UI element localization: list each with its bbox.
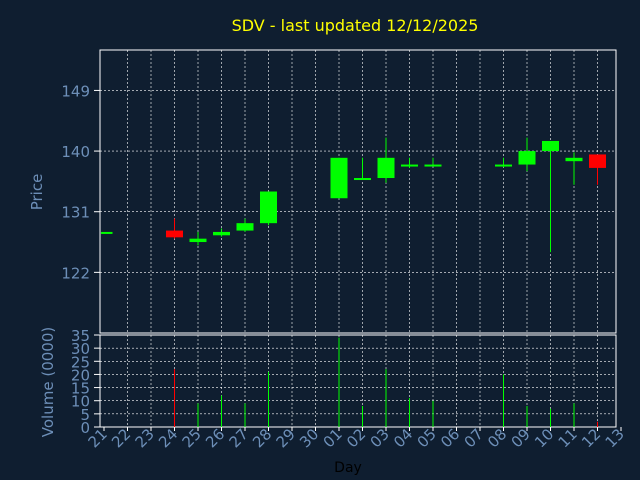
candle-body xyxy=(236,223,254,231)
volume-tick-label: 35 xyxy=(71,327,90,345)
x-axis-label: Day xyxy=(334,460,362,476)
volume-tick-label: 15 xyxy=(71,380,90,398)
price-tick-label: 149 xyxy=(61,82,90,100)
volume-tick-label: 0 xyxy=(80,419,90,437)
volume-tick-label: 30 xyxy=(71,340,90,358)
candle xyxy=(424,157,442,167)
candle-body xyxy=(166,230,183,238)
candle xyxy=(260,191,277,226)
price-tick-label: 140 xyxy=(61,143,90,161)
candle xyxy=(189,231,207,246)
candle-body xyxy=(101,231,113,234)
candle xyxy=(377,137,395,183)
candle-body xyxy=(260,191,277,224)
volume-panel-border xyxy=(99,334,617,428)
candle-body xyxy=(518,151,536,165)
candle-body xyxy=(189,238,207,243)
candle xyxy=(213,228,230,237)
price-axis-label: Price xyxy=(28,174,46,211)
candle-body xyxy=(401,164,418,167)
candle-body xyxy=(589,154,606,168)
candle-body xyxy=(213,231,230,236)
price-y-tick-labels: 122 131 140 149 xyxy=(61,82,100,282)
candle-body xyxy=(424,164,442,167)
candle-body xyxy=(330,157,348,199)
candle-body xyxy=(495,164,512,167)
price-tick-label: 122 xyxy=(61,264,90,282)
candle xyxy=(354,157,371,181)
candle xyxy=(101,231,113,234)
candle xyxy=(401,157,418,168)
chart-title: SDV - last updated 12/12/2025 xyxy=(232,16,479,35)
volume-tick-label: 10 xyxy=(71,393,90,411)
candle xyxy=(589,154,606,185)
volume-bars xyxy=(174,337,598,427)
candle-body xyxy=(377,157,395,179)
candle xyxy=(236,218,254,232)
price-tick-label: 131 xyxy=(61,204,90,222)
volume-tick-label: 25 xyxy=(71,353,90,371)
candle xyxy=(565,152,583,185)
candle xyxy=(518,137,536,172)
candle-body xyxy=(565,157,583,162)
candle xyxy=(542,140,559,253)
candle xyxy=(166,218,183,239)
price-panel-border xyxy=(99,49,617,334)
candlesticks xyxy=(101,137,606,253)
volume-tick-label: 5 xyxy=(80,406,90,424)
x-tick-labels: 2122232425262728293001020304050607080910… xyxy=(85,425,628,451)
volume-panel xyxy=(99,334,617,428)
candle-body xyxy=(542,140,559,152)
volume-axis-label: Volume (0000) xyxy=(39,327,57,437)
candle-body xyxy=(354,178,371,181)
candle xyxy=(495,157,512,168)
candle xyxy=(330,157,348,199)
volume-tick-label: 20 xyxy=(71,366,90,384)
price-panel xyxy=(99,49,617,334)
